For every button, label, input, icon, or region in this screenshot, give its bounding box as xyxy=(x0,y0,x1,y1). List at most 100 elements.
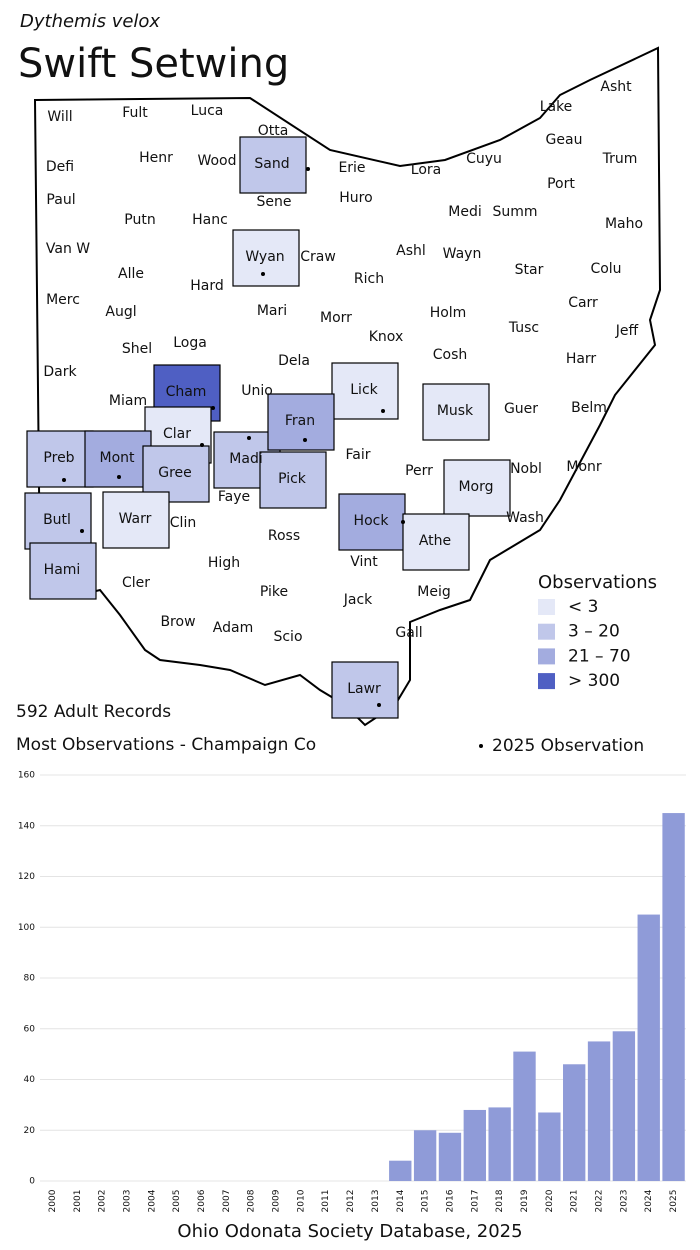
x-tick-label: 2008 xyxy=(247,1189,257,1212)
bar xyxy=(438,1132,462,1181)
county-label: Pike xyxy=(260,584,288,600)
county-label: Nobl xyxy=(510,461,542,477)
title: Swift Setwing xyxy=(18,41,289,87)
x-tick-label: 2007 xyxy=(222,1190,232,1213)
county-label: Mari xyxy=(257,303,287,319)
x-tick-label: 2006 xyxy=(197,1189,207,1212)
x-tick-label: 2019 xyxy=(520,1189,530,1212)
bar xyxy=(612,1031,636,1181)
county-label: Morg xyxy=(458,479,493,495)
y-tick-label: 60 xyxy=(24,1024,36,1034)
bar xyxy=(587,1041,611,1181)
county-label: Sand xyxy=(254,156,289,172)
county-label: Meig xyxy=(417,584,450,600)
county-label: Lake xyxy=(540,99,573,115)
x-tick-label: 2025 xyxy=(669,1190,679,1213)
county-label: Jeff xyxy=(615,323,639,339)
records: 592 Adult Records xyxy=(16,702,171,722)
county-label: Fair xyxy=(346,447,371,463)
x-tick-label: 2017 xyxy=(470,1190,480,1213)
county-label: Pick xyxy=(278,471,307,487)
x-tick-label: 2003 xyxy=(122,1190,132,1213)
county-label: Asht xyxy=(600,79,632,95)
county-label: Geau xyxy=(546,132,583,148)
county-label: Belm xyxy=(571,400,607,416)
most: Most Observations - Champaign Co xyxy=(16,735,316,755)
county-label: Paul xyxy=(46,192,75,208)
county-label: Fult xyxy=(122,105,148,121)
county-label: Carr xyxy=(568,295,598,311)
county-label: Faye xyxy=(218,489,250,505)
county-fill xyxy=(26,430,94,488)
county-label: Ashl xyxy=(396,243,426,259)
bar xyxy=(389,1160,412,1181)
county-label: Athe xyxy=(419,533,451,549)
x-tick-label: 2000 xyxy=(48,1189,58,1212)
county-fill xyxy=(102,491,170,549)
bar xyxy=(563,1064,586,1181)
x-tick-label: 2015 xyxy=(421,1190,431,1213)
county-label: Jack xyxy=(343,592,373,608)
county-label: Musk xyxy=(437,403,474,419)
county-label: Cosh xyxy=(433,347,468,363)
county-label: Brow xyxy=(160,614,195,630)
county-label: Rich xyxy=(354,271,384,287)
county-label: Augl xyxy=(105,304,136,320)
bar xyxy=(413,1130,437,1181)
county-label: Lawr xyxy=(347,681,381,697)
county-fill xyxy=(402,513,470,571)
county-label: Hami xyxy=(44,562,81,578)
legend-swatch xyxy=(538,673,555,690)
county-label: Clin xyxy=(170,515,196,531)
county-label: Colu xyxy=(590,261,621,277)
county-label: Madi xyxy=(229,451,262,467)
observation-2025 xyxy=(401,520,405,524)
bar xyxy=(662,813,685,1181)
county-label: Monr xyxy=(566,459,602,475)
observation-2025 xyxy=(62,478,66,482)
county-fill xyxy=(443,459,511,517)
county-label: Cler xyxy=(122,575,150,591)
county-label: Unio xyxy=(241,383,273,399)
x-tick-label: 2023 xyxy=(619,1190,629,1213)
county-label: Luca xyxy=(191,103,224,119)
y-tick-label: 40 xyxy=(24,1075,36,1085)
y-tick-label: 80 xyxy=(24,974,36,984)
county-label: Cham xyxy=(166,384,207,400)
legend-label: > 300 xyxy=(568,671,620,691)
bar xyxy=(488,1107,511,1181)
x-tick-label: 2018 xyxy=(495,1189,505,1212)
county-label: Hanc xyxy=(192,212,228,228)
x-tick-label: 2010 xyxy=(296,1189,306,1212)
y-tick-label: 100 xyxy=(18,923,35,933)
bar xyxy=(538,1112,561,1181)
county-label: Holm xyxy=(430,305,467,321)
county-label: Gall xyxy=(395,625,422,641)
county-label: Lora xyxy=(411,162,441,178)
legend-title: Observations xyxy=(538,572,657,593)
x-tick-label: 2005 xyxy=(172,1190,182,1213)
legend-swatch xyxy=(538,599,555,615)
legend-swatch xyxy=(538,623,555,640)
x-tick-label: 2001 xyxy=(73,1190,83,1213)
county-label: Craw xyxy=(300,249,336,265)
county-fill xyxy=(259,451,327,509)
county-label: Warr xyxy=(119,511,152,527)
x-tick-label: 2024 xyxy=(644,1189,654,1212)
county-label: Hock xyxy=(354,513,390,529)
county-label: Shel xyxy=(122,341,152,357)
x-tick-label: 2016 xyxy=(445,1189,455,1212)
county-fill xyxy=(239,136,307,194)
county-label: Mont xyxy=(99,450,135,466)
x-tick-label: 2004 xyxy=(147,1189,157,1212)
county-fill xyxy=(422,383,490,441)
county-label: Ross xyxy=(268,528,300,544)
y-tick-label: 160 xyxy=(18,771,35,781)
county-label: High xyxy=(208,555,240,571)
county-label: Huro xyxy=(339,190,372,206)
county-label: Miam xyxy=(109,393,147,409)
county-label: Erie xyxy=(338,160,365,176)
observation-2025 xyxy=(381,409,385,413)
legend-label: < 3 xyxy=(568,597,598,617)
